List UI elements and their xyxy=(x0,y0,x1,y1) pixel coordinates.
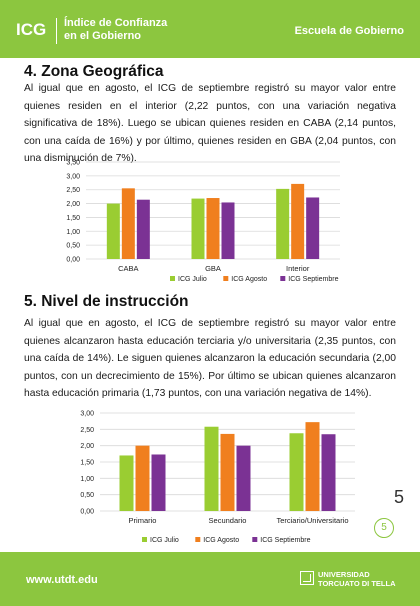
legend-label: ICG Agosto xyxy=(203,537,239,544)
legend-swatch xyxy=(170,276,175,281)
y-tick-label: 3,50 xyxy=(66,160,80,167)
y-tick-label: 1,00 xyxy=(80,476,94,483)
y-tick-label: 2,50 xyxy=(66,187,80,194)
section-5-paragraph: Al igual que en agosto, el ICG de septie… xyxy=(24,318,396,400)
bar xyxy=(206,198,220,259)
bar xyxy=(121,188,135,259)
bar xyxy=(305,422,320,511)
bar xyxy=(204,426,219,511)
nivel-instruccion-chart: 0,00 0,50 1,00 1,50 2,00 2,50 3,00 Primario Secu… xyxy=(80,411,355,544)
utdt-logo-text: UNIVERSIDAD TORCUATO DI TELLA xyxy=(318,570,396,588)
section-4-title: 4. Zona Geográfica xyxy=(24,63,164,80)
bar xyxy=(236,445,251,511)
logo-divider xyxy=(56,18,57,44)
legend-label: ICG Julio xyxy=(150,537,179,544)
y-tick-label: 1,00 xyxy=(66,229,80,236)
bar xyxy=(291,183,305,259)
bar xyxy=(106,203,120,259)
utdt-line1: UNIVERSIDAD xyxy=(318,570,370,579)
logo-text-line2: en el Gobierno xyxy=(64,30,142,42)
x-tick-label: Primario xyxy=(129,516,157,525)
y-tick-label: 2,00 xyxy=(80,443,94,450)
utdt-line2: TORCUATO DI TELLA xyxy=(318,579,396,588)
legend-swatch xyxy=(142,537,147,542)
utdt-logo-icon xyxy=(300,571,314,585)
legend-label: ICG Agosto xyxy=(231,276,267,283)
x-tick-label: CABA xyxy=(118,264,138,273)
legend-label: ICG Septiembre xyxy=(260,537,310,544)
bar xyxy=(276,188,290,259)
bar xyxy=(306,197,320,259)
legend-label: ICG Julio xyxy=(178,276,207,283)
footer-url-link[interactable]: www.utdt.edu xyxy=(26,574,98,586)
y-tick-label: 1,50 xyxy=(80,460,94,467)
y-tick-label: 0,00 xyxy=(80,509,94,516)
school-name: Escuela de Gobierno xyxy=(294,25,404,37)
x-tick-label: GBA xyxy=(205,264,221,273)
legend-swatch xyxy=(223,276,229,281)
page-number-badge: 5 xyxy=(374,518,394,538)
bar xyxy=(151,454,166,511)
bar xyxy=(191,198,205,259)
y-tick-label: 0,50 xyxy=(80,492,94,499)
y-tick-label: 0,00 xyxy=(66,257,80,264)
y-tick-label: 2,50 xyxy=(80,427,94,434)
y-tick-label: 3,00 xyxy=(66,173,80,180)
bar xyxy=(136,199,150,259)
section-5-title: 5. Nivel de instrucción xyxy=(24,293,189,310)
y-tick-label: 0,50 xyxy=(66,243,80,250)
bar xyxy=(220,433,235,511)
legend-label: ICG Septiembre xyxy=(288,276,338,283)
x-tick-label: Terciario/Universitario xyxy=(276,516,348,525)
page-header: ICG Índice de Confianza en el Gobierno E… xyxy=(0,0,420,58)
bar xyxy=(119,455,134,511)
bar xyxy=(135,445,150,511)
logo-text-line1: Índice de Confianza xyxy=(64,17,168,29)
icg-logo-text: Índice de Confianza en el Gobierno xyxy=(64,17,167,43)
legend-swatch xyxy=(195,537,201,542)
section-4-paragraph: Al igual que en agosto, el ICG de septie… xyxy=(24,83,396,165)
icg-logo: ICG xyxy=(16,20,47,39)
y-tick-label: 1,50 xyxy=(66,215,80,222)
zona-geografica-chart: 0,00 0,50 1,00 1,50 2,00 2,50 3,00 3,50 CABA GBA I… xyxy=(66,160,340,283)
bar xyxy=(289,433,304,511)
page-footer: www.utdt.edu UNIVERSIDAD TORCUATO DI TEL… xyxy=(0,552,420,606)
y-tick-label: 2,00 xyxy=(66,201,80,208)
bar xyxy=(221,202,235,259)
page-number: 5 xyxy=(394,487,405,507)
x-tick-label: Interior xyxy=(286,264,310,273)
legend-swatch xyxy=(280,276,286,281)
y-tick-label: 3,00 xyxy=(80,411,94,418)
legend-swatch xyxy=(252,537,258,542)
x-tick-label: Secundario xyxy=(209,516,247,525)
bar xyxy=(321,434,336,511)
